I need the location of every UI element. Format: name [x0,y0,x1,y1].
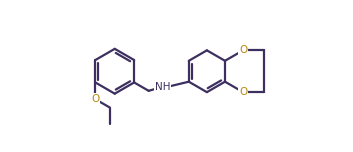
Text: O: O [239,87,247,97]
Text: NH: NH [155,82,170,92]
Text: O: O [91,94,100,104]
Text: O: O [239,45,247,55]
